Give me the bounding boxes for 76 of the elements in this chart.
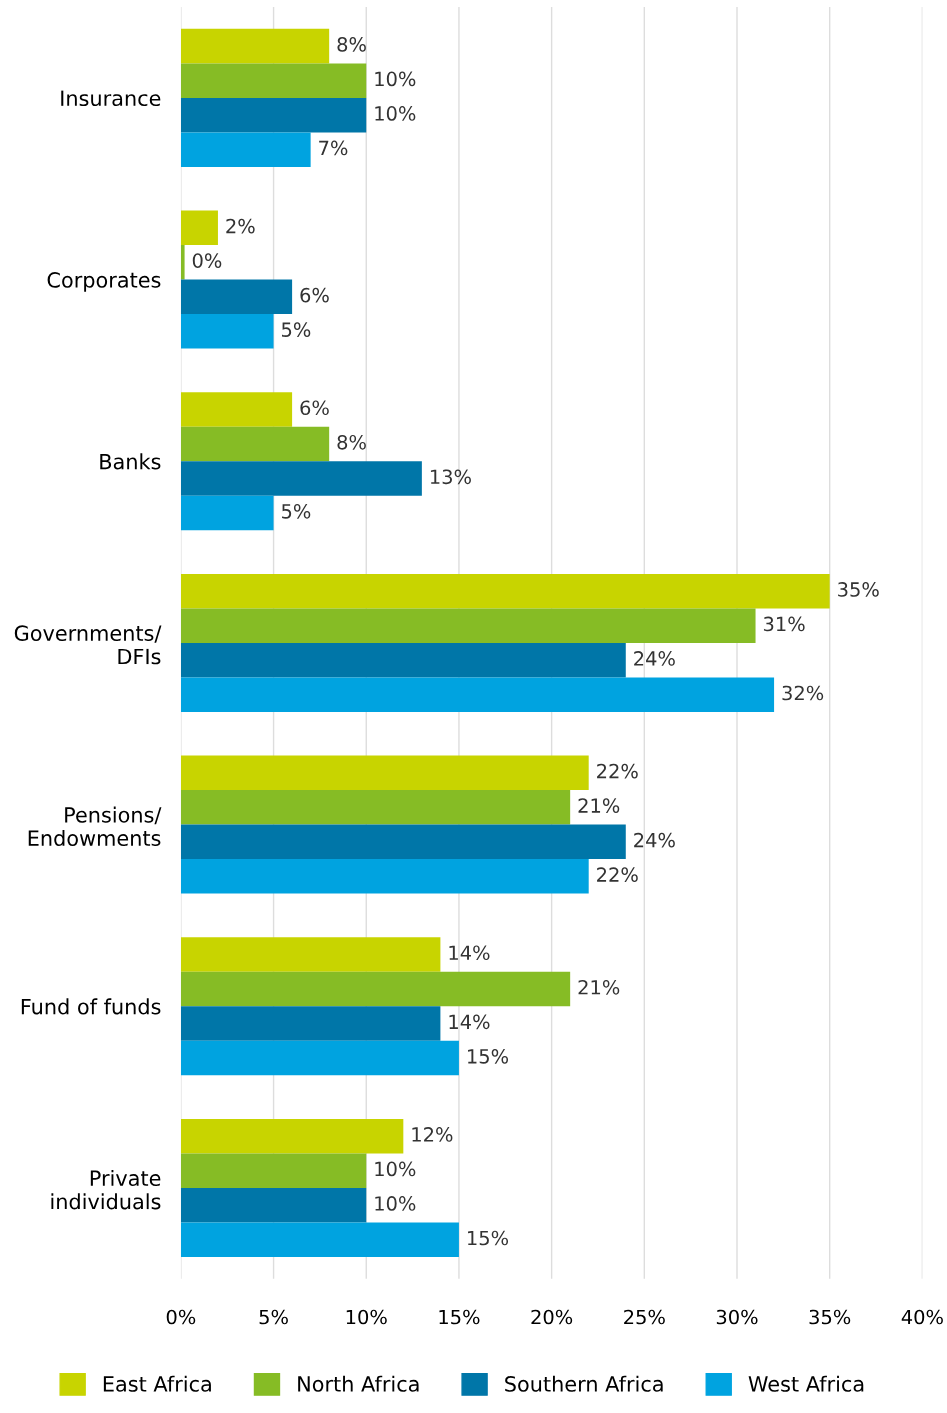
data-label: 15%	[468, 1230, 509, 1246]
legend-label: West Africa	[748, 1375, 864, 1392]
x-tick-label: 20%	[531, 1309, 573, 1325]
bar	[180, 314, 274, 349]
data-label: 7%	[319, 140, 348, 156]
bar	[180, 677, 775, 712]
legend-label: Southern Africa	[505, 1375, 663, 1392]
x-tick-label: 10%	[346, 1309, 387, 1325]
data-label: 6%	[300, 400, 329, 416]
bar	[180, 1153, 367, 1188]
data-label: 10%	[375, 1196, 416, 1211]
bar	[180, 426, 330, 462]
bar	[180, 28, 330, 64]
data-label: 6%	[300, 287, 329, 303]
data-label: 22%	[597, 867, 638, 882]
x-tick-label: 35%	[809, 1309, 851, 1325]
data-label: 14%	[449, 945, 490, 961]
data-label: 12%	[412, 1127, 453, 1142]
y-tick-label: Banks	[100, 453, 161, 470]
data-label: 0%	[192, 253, 222, 268]
bar	[180, 1222, 459, 1257]
x-tick-label: 30%	[716, 1309, 758, 1325]
bar	[180, 859, 589, 894]
data-label: 14%	[449, 1014, 490, 1030]
y-tick-label: Pensions/ Endowments	[28, 806, 162, 847]
data-label: 10%	[375, 71, 416, 87]
bar	[180, 573, 830, 609]
y-tick-label: Private individuals	[51, 1169, 161, 1210]
data-label: 5%	[282, 503, 311, 519]
bar	[180, 824, 626, 860]
bar	[180, 608, 756, 643]
data-label: 2%	[226, 218, 255, 234]
data-label: 8%	[337, 37, 366, 52]
data-label: 10%	[375, 1161, 416, 1177]
y-tick-label: Insurance	[61, 90, 161, 107]
bar	[180, 1118, 404, 1154]
legend-label: East Africa	[103, 1375, 211, 1392]
data-label: 21%	[578, 979, 620, 995]
data-label: 24%	[634, 832, 675, 848]
data-label: 24%	[634, 651, 675, 666]
data-label: 13%	[430, 469, 471, 485]
data-label: 31%	[763, 616, 805, 632]
data-label: 32%	[782, 685, 824, 701]
bar	[180, 63, 367, 98]
bar	[180, 790, 571, 825]
x-tick-label: 40%	[901, 1309, 943, 1325]
bar	[180, 392, 293, 427]
data-label: 10%	[375, 106, 416, 121]
bar	[180, 97, 367, 133]
bar	[180, 245, 185, 280]
bar	[180, 642, 626, 678]
bar	[180, 1040, 459, 1076]
x-tick-label: 15%	[439, 1309, 480, 1325]
data-label: 21%	[578, 798, 620, 813]
bar	[180, 279, 293, 315]
data-label: 5%	[282, 322, 311, 337]
y-tick-label: Corporates	[47, 272, 161, 292]
bar	[180, 1187, 367, 1223]
x-tick-label: 0%	[166, 1309, 196, 1325]
bar	[180, 1006, 441, 1041]
y-tick-label: Governments/ DFIs	[14, 625, 162, 665]
bar	[180, 971, 571, 1007]
bar	[180, 210, 218, 246]
data-label: 22%	[597, 763, 638, 779]
legend-label: North Africa	[298, 1375, 419, 1392]
y-tick-label: Fund of funds	[21, 998, 161, 1015]
data-label: 35%	[838, 582, 879, 597]
bar	[180, 755, 589, 791]
bar	[180, 132, 311, 167]
bar	[180, 937, 441, 972]
bar	[180, 461, 422, 496]
bar	[180, 495, 274, 531]
x-tick-label: 5%	[259, 1309, 288, 1325]
data-label: 8%	[337, 434, 366, 450]
x-tick-label: 25%	[624, 1309, 665, 1325]
data-label: 15%	[468, 1048, 509, 1064]
